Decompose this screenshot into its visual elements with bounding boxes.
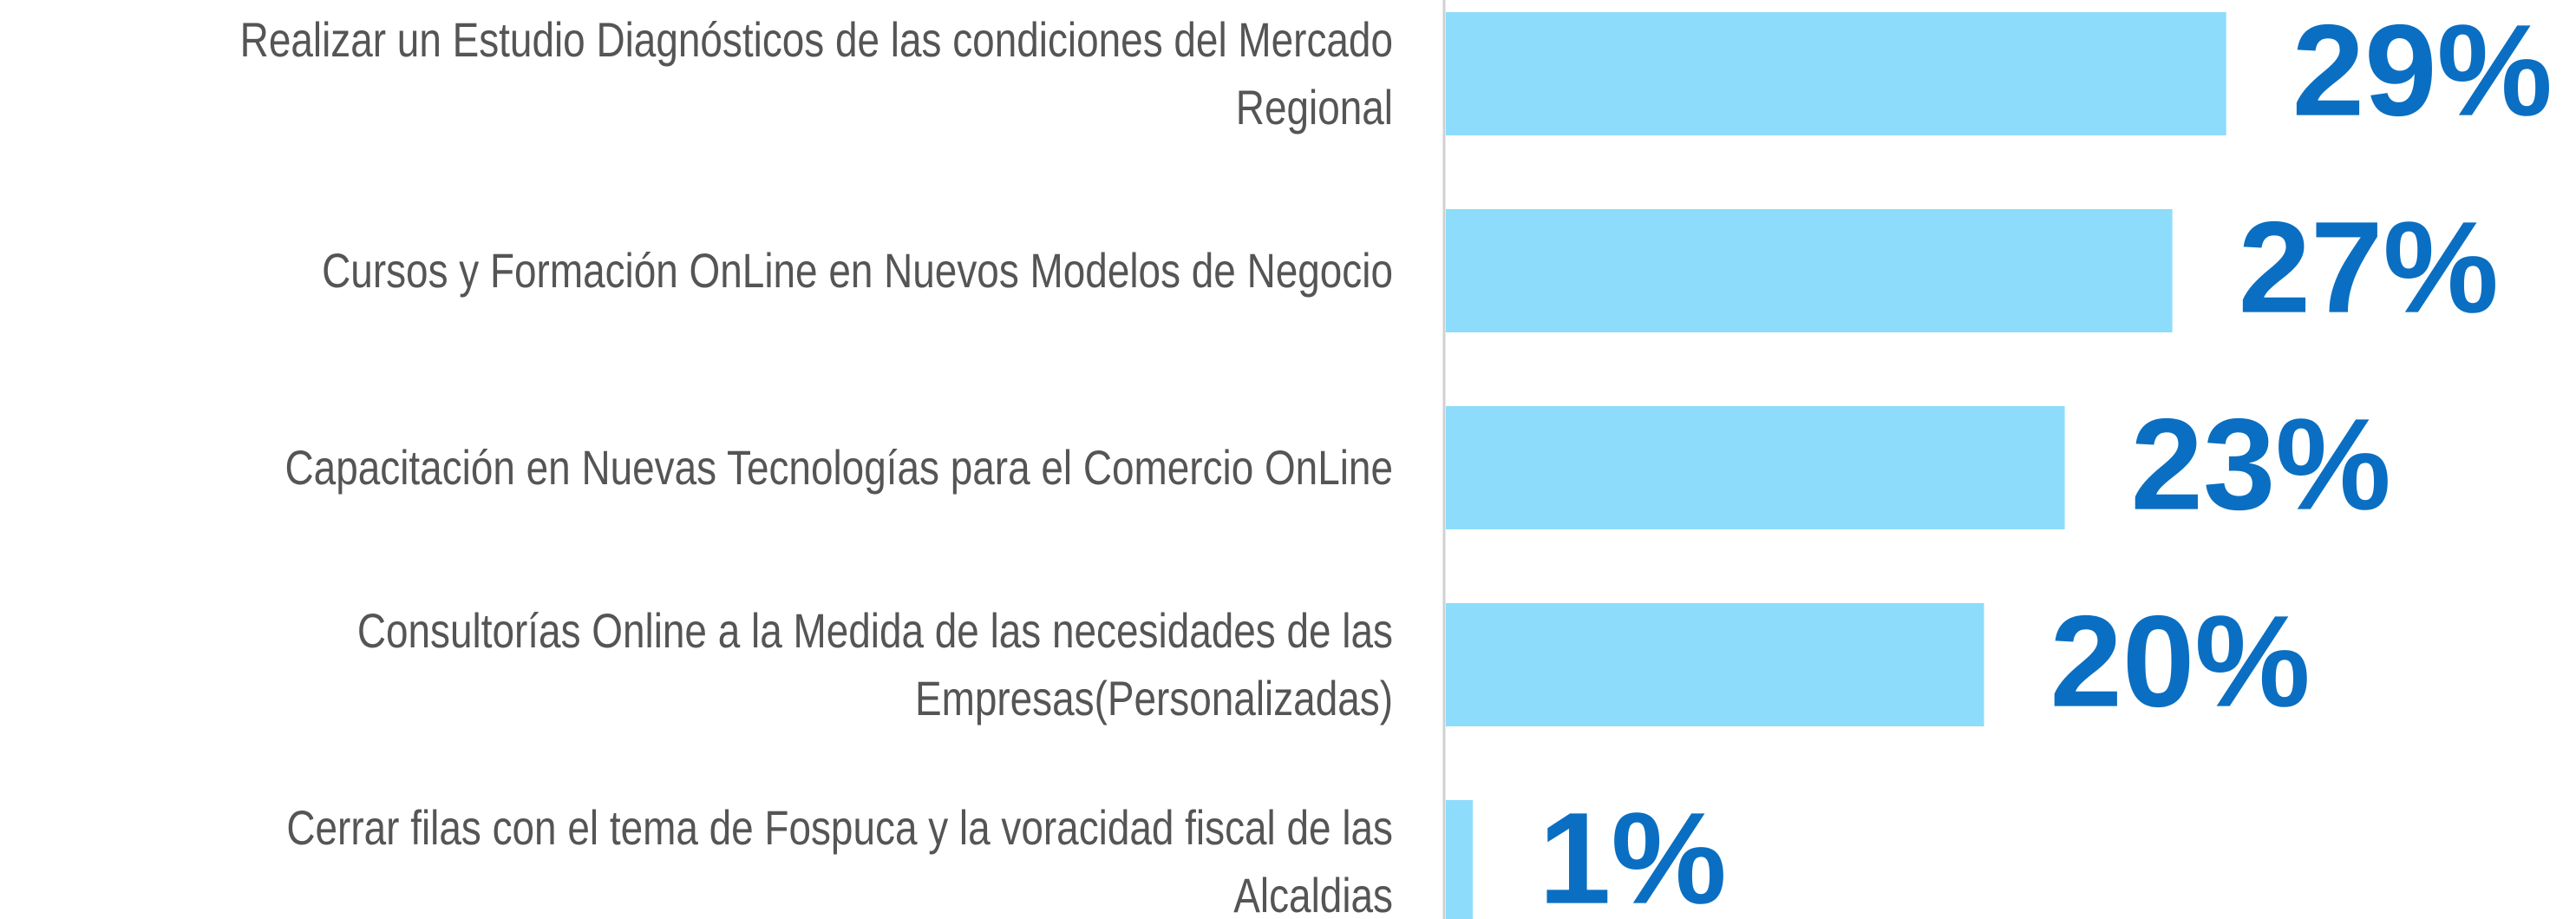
bar bbox=[1446, 406, 2065, 529]
category-label: Capacitación en Nuevas Tecnologías para … bbox=[285, 441, 1393, 495]
bar bbox=[1446, 209, 2173, 332]
category-label: Consultorías Online a la Medida de las n… bbox=[357, 604, 1393, 725]
category-label-group: Cerrar filas con el tema de Fospuca y la… bbox=[286, 801, 1393, 919]
value-label: 27% bbox=[2239, 194, 2499, 340]
category-label: Cursos y Formación OnLine en Nuevos Mode… bbox=[322, 244, 1393, 298]
value-label: 20% bbox=[2050, 588, 2310, 734]
category-label: Realizar un Estudio Diagnósticos de las … bbox=[240, 13, 1393, 135]
value-label: 1% bbox=[1539, 785, 1727, 919]
category-label: Cerrar filas con el tema de Fospuca y la… bbox=[286, 801, 1393, 919]
category-label-group: Cursos y Formación OnLine en Nuevos Mode… bbox=[322, 244, 1393, 298]
bar bbox=[1446, 800, 1474, 919]
value-label: 29% bbox=[2292, 0, 2553, 143]
category-label-group: Realizar un Estudio Diagnósticos de las … bbox=[240, 13, 1393, 135]
value-label: 23% bbox=[2131, 391, 2391, 537]
bar bbox=[1446, 603, 1984, 726]
bar bbox=[1446, 12, 2226, 135]
category-label-group: Capacitación en Nuevas Tecnologías para … bbox=[285, 441, 1393, 495]
category-label-group: Consultorías Online a la Medida de las n… bbox=[357, 604, 1393, 725]
